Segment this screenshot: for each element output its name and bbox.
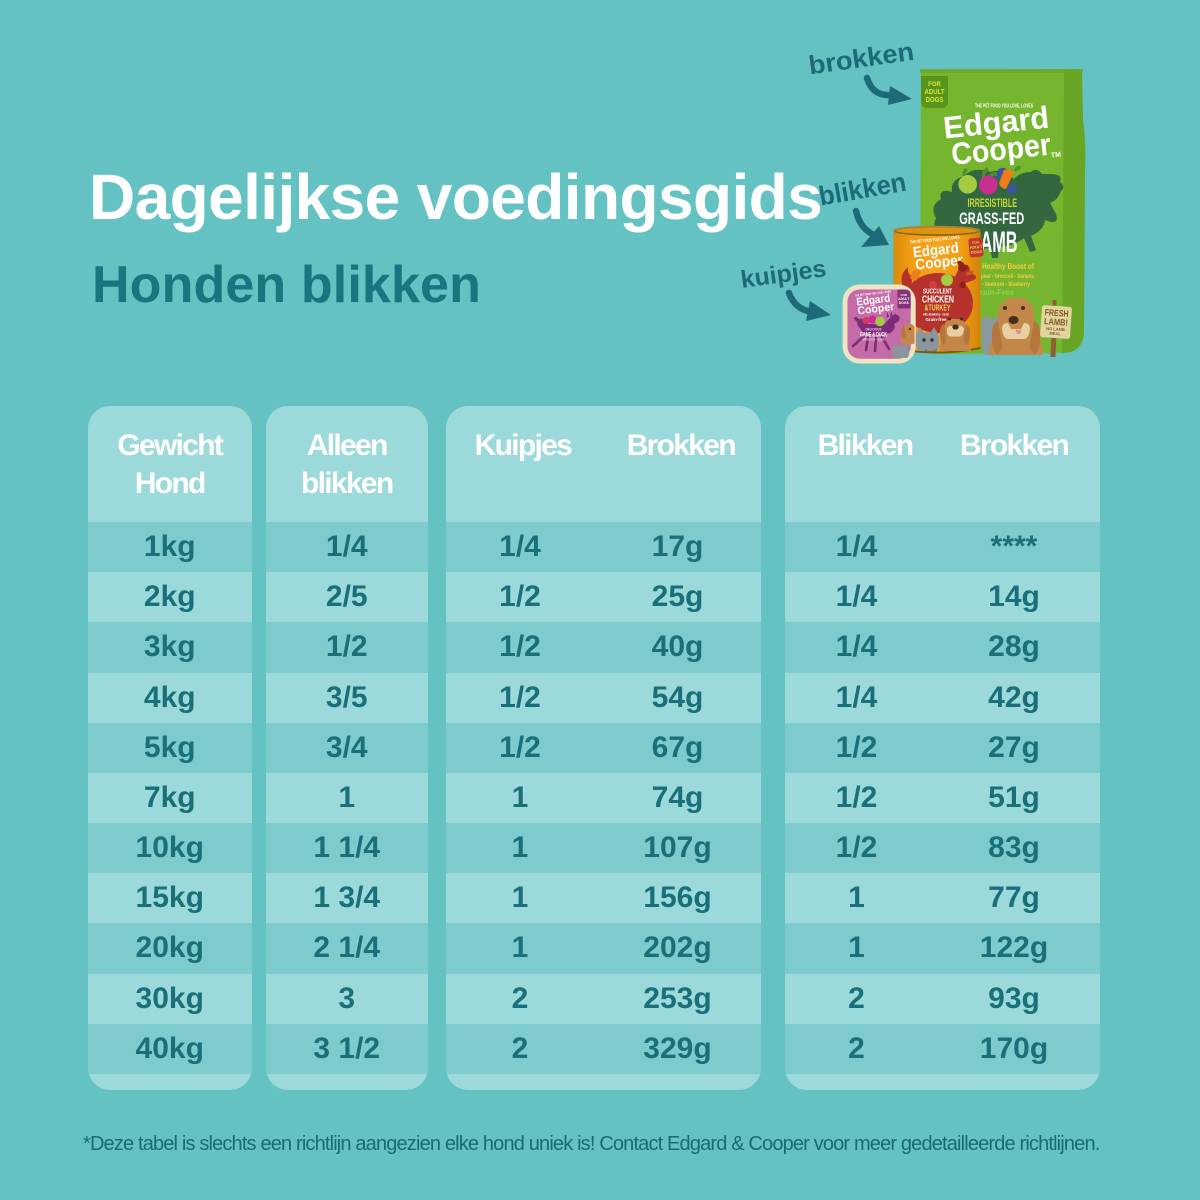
svg-text:with berry - apple: with berry - apple (862, 338, 885, 342)
svg-text:FOR: FOR (972, 240, 980, 245)
svg-text:ADULT: ADULT (898, 297, 910, 301)
svg-text:GRASS-FED: GRASS-FED (959, 210, 1024, 228)
svg-text:Edgard: Edgard (856, 293, 891, 309)
svg-text:Cooper: Cooper (914, 252, 964, 274)
svg-text:FOR: FOR (901, 293, 908, 297)
svg-text:with strawberry - carrot: with strawberry - carrot (922, 312, 949, 317)
svg-text:brokken: brokken (807, 40, 916, 80)
svg-text:LAMB!: LAMB! (1044, 316, 1069, 328)
svg-text:NO LAMB: NO LAMB (1046, 326, 1065, 332)
svg-text:SUCCULENT: SUCCULENT (923, 289, 952, 296)
svg-text:Cooper: Cooper (857, 301, 896, 318)
svg-text:FRESH: FRESH (1044, 307, 1069, 319)
svg-text:GAME & DUCK: GAME & DUCK (860, 333, 887, 339)
svg-text:ADULT: ADULT (925, 89, 946, 96)
svg-text:Edgard: Edgard (912, 240, 960, 262)
svg-text:THE PET FOOD YOU LOVE, LOVES: THE PET FOOD YOU LOVE, LOVES (855, 289, 891, 297)
svg-text:DOGS: DOGS (926, 97, 944, 104)
svg-text:THE PET FOOD YOU LOVE, LOVES: THE PET FOOD YOU LOVE, LOVES (910, 234, 960, 244)
svg-text:blikken: blikken (817, 167, 909, 212)
svg-text:TM: TM (1051, 152, 1062, 160)
svg-text:ADULT: ADULT (970, 245, 984, 250)
svg-text:DOGS: DOGS (971, 250, 983, 255)
svg-text:- pear - broccoli - banana: - pear - broccoli - banana (978, 274, 1035, 280)
svg-text:DELICIOUS: DELICIOUS (866, 328, 882, 332)
svg-text:THE PET FOOD YOU LOVE, LOVES: THE PET FOOD YOU LOVE, LOVES (975, 104, 1033, 110)
svg-text:&TURKEY: &TURKEY (925, 303, 951, 313)
svg-text:CHICKEN: CHICKEN (922, 295, 954, 306)
svg-text:IRRESISTIBLE: IRRESISTIBLE (968, 198, 1018, 210)
svg-text:Grain-free: Grain-free (926, 317, 948, 322)
svg-text:kuipjes: kuipjes (739, 255, 828, 294)
svg-text:rain-Free: rain-Free (980, 288, 1015, 297)
svg-text:DOGS: DOGS (899, 301, 910, 305)
svg-text:Healthy Boost of: Healthy Boost of (982, 262, 1034, 271)
svg-text:MEAL: MEAL (1049, 331, 1061, 337)
svg-text:FOR: FOR (928, 82, 941, 88)
svg-text:h - beetroot - blueberry: h - beetroot - blueberry (978, 282, 1031, 288)
